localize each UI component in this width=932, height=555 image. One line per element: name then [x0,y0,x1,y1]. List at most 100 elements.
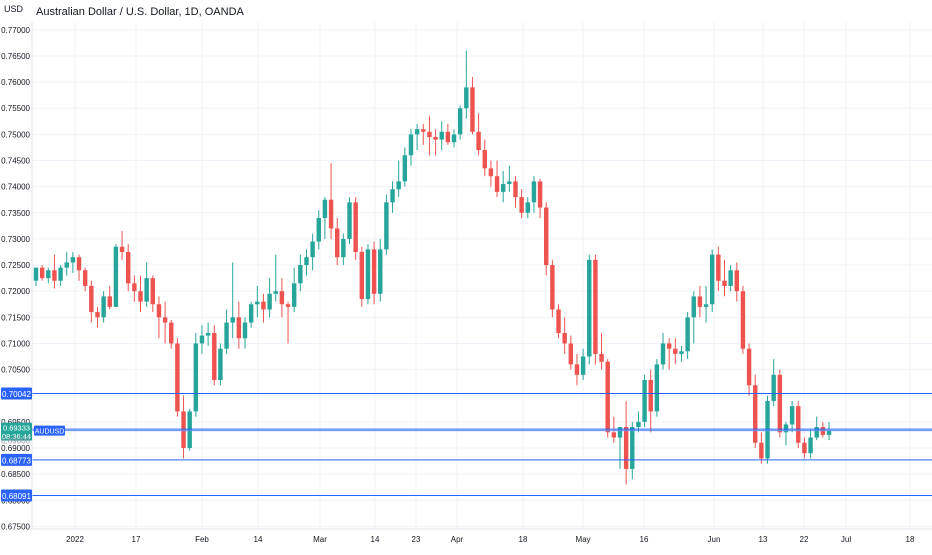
candle-body [691,296,696,318]
y-tick-label: 0.77000 [1,26,30,35]
candle-body [550,265,555,310]
candle-body [464,87,469,109]
candle-body [402,155,408,182]
candle-body [353,202,358,252]
candle-body [734,270,740,292]
candle-body [796,406,801,443]
y-tick-label: 0.67500 [1,522,30,531]
candle-body [648,380,653,412]
candle-body [101,296,106,318]
candle-body [298,265,303,284]
candle-body [421,129,426,132]
candle-body [113,246,119,307]
candle-body [759,442,764,459]
candle-body [70,257,76,263]
candle-body [396,181,401,190]
candle-body [433,136,438,140]
candle-body [33,267,39,281]
current-price-label: 0.69333 [3,424,30,433]
y-tick-label: 0.69500 [1,418,30,427]
y-tick-label: 0.71500 [1,313,30,322]
candle-body [531,181,537,203]
candle-body [125,251,131,284]
current-price-tag [1,422,32,441]
candle-body [371,249,377,294]
level-price-label: 0.68091 [2,492,31,501]
candle-body [783,424,789,433]
candle-body [224,322,229,349]
symbol-tag [34,425,65,436]
candle-body [150,278,156,305]
y-tick-label-partial: 0.69000 [1,437,30,446]
candle-body [439,131,444,140]
candle-body [236,317,242,339]
candle-body [500,184,506,192]
candle-body [365,249,371,300]
candle-body [205,332,211,336]
candle-body [291,283,297,307]
candle-body [777,374,783,433]
candle-body [328,199,334,229]
candle-body [89,285,94,313]
candle-body [802,442,807,454]
candle-body [76,257,82,271]
candle-body [593,259,598,354]
candle-body [132,283,137,292]
x-tick-label: Apr [451,535,464,544]
y-tick-label: 0.68500 [1,470,30,479]
level-price-label: 0.70042 [2,390,31,399]
candle-body [242,322,248,339]
candle-body [39,267,45,279]
y-tick-label: 0.73000 [1,235,30,244]
y-tick-label: 0.71000 [1,339,30,348]
candle-body [599,353,604,362]
currency-label: USD [4,4,24,14]
candle-body [716,254,721,281]
candle-body [605,361,610,433]
candle-body [771,374,776,401]
candle-body [187,411,192,448]
chart-title: Australian Dollar / U.S. Dollar, 1D, OAN… [36,6,244,18]
candle-body [568,343,574,365]
candle-body [169,322,174,344]
candle-body [451,134,457,143]
candle-body [789,406,795,425]
x-tick-label: 18 [906,535,915,544]
x-tick-label: 18 [519,535,528,544]
candle-body [261,301,266,310]
candle-body [685,317,690,352]
candle-body [119,246,125,252]
candle-body [107,296,112,307]
x-tick-label: 16 [640,535,649,544]
candle-body [273,291,278,294]
candle-body [138,291,143,302]
candle-body [660,343,666,365]
candle-body [765,400,770,459]
candle-body [304,257,309,266]
y-tick-label: 0.69000 [1,444,30,453]
candle-body [617,427,623,438]
candle-body [384,202,389,250]
candle-body [144,278,149,302]
x-tick-label: 17 [132,535,141,544]
candle-body [753,385,758,443]
candle-body [82,270,88,286]
candle-body [95,312,100,318]
y-tick-label: 0.76000 [1,78,30,87]
candle-body [378,249,383,294]
candle-body [218,348,223,381]
candle-body [808,437,813,454]
symbol-tag-label: AUDUSD [35,429,65,436]
candle-body [64,262,69,268]
level-price-tag [1,489,32,502]
y-tick-label: 0.75000 [1,130,30,139]
candle-body [697,296,703,307]
candle-body [341,238,346,258]
candle-body [642,380,647,422]
x-tick-label: 14 [371,535,380,544]
candle-body [255,301,260,305]
y-tick-label: 0.72000 [1,287,30,296]
y-tick-label: 0.75500 [1,104,30,113]
